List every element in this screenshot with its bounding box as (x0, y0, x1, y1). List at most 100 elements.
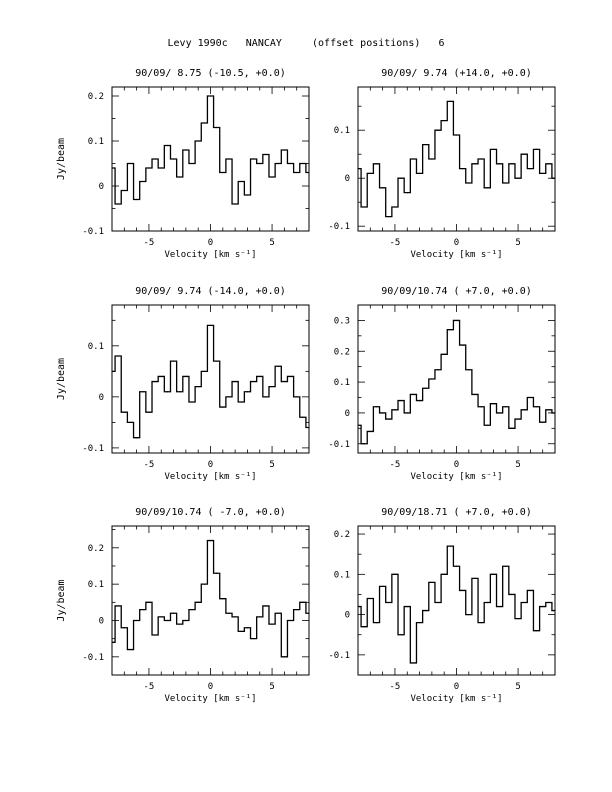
y-tick-label: 0.2 (334, 530, 350, 540)
spectrum-point (197, 386, 199, 388)
spectrum-point (400, 399, 402, 402)
spectrum-point (228, 612, 230, 614)
spectrum-point (517, 418, 519, 420)
y-tick-label: 0.2 (334, 347, 350, 357)
spectrum-point (246, 627, 249, 629)
y-tick-label: -0.1 (82, 444, 104, 454)
plot-frame (357, 304, 556, 454)
spectrum-point (302, 162, 304, 165)
spectrum-point (542, 605, 544, 608)
spectrum-point (474, 577, 476, 579)
spectrum-point (111, 370, 113, 372)
y-tick-label: 0.3 (334, 316, 350, 326)
y-tick-label: -0.1 (328, 440, 350, 450)
y-tick-label: 0 (99, 616, 104, 626)
spectrum-point (523, 153, 525, 155)
x-axis-label: Velocity [km s⁻¹] (410, 472, 502, 482)
spectrum-point (425, 144, 427, 146)
spectrum-point (418, 399, 421, 402)
spectrum-point (277, 365, 279, 367)
spectrum-point (302, 601, 304, 603)
panel-title: 90/09/10.74 ( -7.0, +0.0) (135, 507, 286, 518)
spectrum-point (529, 168, 531, 170)
spectrum-point (462, 168, 464, 170)
spectrum-point (154, 380, 156, 383)
spectrum-point (511, 427, 513, 429)
spectrum-point (203, 370, 205, 372)
spectrum-point (172, 612, 175, 614)
spectrum-point (240, 401, 242, 403)
spectrum-point (449, 329, 451, 331)
spectrum-point (480, 158, 482, 160)
y-tick-label: 0.2 (88, 92, 104, 102)
x-tick-label: 0 (208, 238, 213, 248)
spectrum-point (400, 634, 402, 636)
spectrum-point (498, 605, 501, 608)
spectrum-line (112, 324, 309, 439)
spectrum-point (197, 140, 199, 142)
spectrum-point (265, 153, 267, 156)
x-tick-label: 0 (454, 682, 459, 692)
spectrum-point (486, 601, 488, 604)
spectrum-point (246, 194, 249, 196)
spectrum-point (252, 158, 255, 160)
x-tick-label: 5 (515, 238, 520, 248)
x-tick-label: -5 (144, 682, 155, 692)
spectrum-point (418, 622, 421, 624)
spectrum-point (283, 380, 285, 383)
spectrum-point (492, 403, 495, 405)
spectrum-point (412, 158, 415, 160)
spectrum-point (302, 416, 304, 418)
spectrum-point (228, 396, 230, 398)
spectrum-point (443, 120, 445, 122)
x-tick-label: -5 (144, 460, 155, 470)
spectrum-point (498, 163, 501, 165)
spectrum-point (431, 158, 433, 160)
spectrum-point (357, 424, 359, 426)
y-tick-label: 0 (345, 174, 350, 184)
spectrum-point (394, 573, 396, 575)
spectrum-point (529, 589, 531, 592)
y-tick-label: -0.1 (82, 227, 104, 237)
spectrum-point (179, 391, 181, 393)
spectrum-point (296, 171, 298, 174)
spectrum-point (111, 167, 113, 169)
spectrum-point (425, 609, 427, 612)
spectrum-point (203, 122, 205, 124)
spectrum-point (529, 396, 531, 399)
spectrum-point (542, 172, 544, 174)
spectrum-point (160, 616, 162, 618)
x-tick-label: -5 (390, 682, 401, 692)
spectrum-point (191, 401, 193, 403)
spectrum-point (308, 171, 310, 174)
panel-title: 90/09/ 8.75 (-10.5, +0.0) (135, 68, 286, 79)
spectrum-point (431, 581, 433, 583)
spectrum-point (406, 412, 408, 414)
panel-title: 90/09/10.74 ( +7.0, +0.0) (381, 286, 532, 297)
spectrum-line (358, 545, 555, 664)
spectrum-point (486, 187, 488, 189)
spectrum-point (535, 148, 538, 150)
spectrum-point (511, 163, 513, 165)
spectrum-point (363, 206, 365, 208)
spectrum-point (474, 393, 476, 396)
spectrum-point (166, 391, 169, 393)
spectrum-point (117, 355, 119, 357)
spectrum-point (548, 601, 550, 604)
y-tick-label: 0 (99, 393, 104, 403)
spectrum-point (216, 572, 218, 574)
spectrum-panel-4: -5 0 5 -0.1 0 0.1 0.2 0.3 90/09/10.74 ( +7.0, +0… (328, 286, 556, 482)
spectrum-point (289, 619, 292, 622)
spectrum-point (246, 391, 249, 393)
x-axis-label: Velocity [km s⁻¹] (164, 694, 256, 704)
spectrum-point (234, 616, 236, 618)
spectrum-point (443, 353, 445, 355)
x-tick-label: -5 (390, 460, 401, 470)
spectrum-point (203, 583, 205, 585)
spectrum-point (382, 187, 384, 189)
spectrum-line (358, 319, 555, 445)
spectrum-point (382, 585, 384, 588)
x-tick-label: 5 (515, 460, 520, 470)
spectrum-point (129, 421, 132, 423)
spectrum-point (234, 380, 236, 383)
